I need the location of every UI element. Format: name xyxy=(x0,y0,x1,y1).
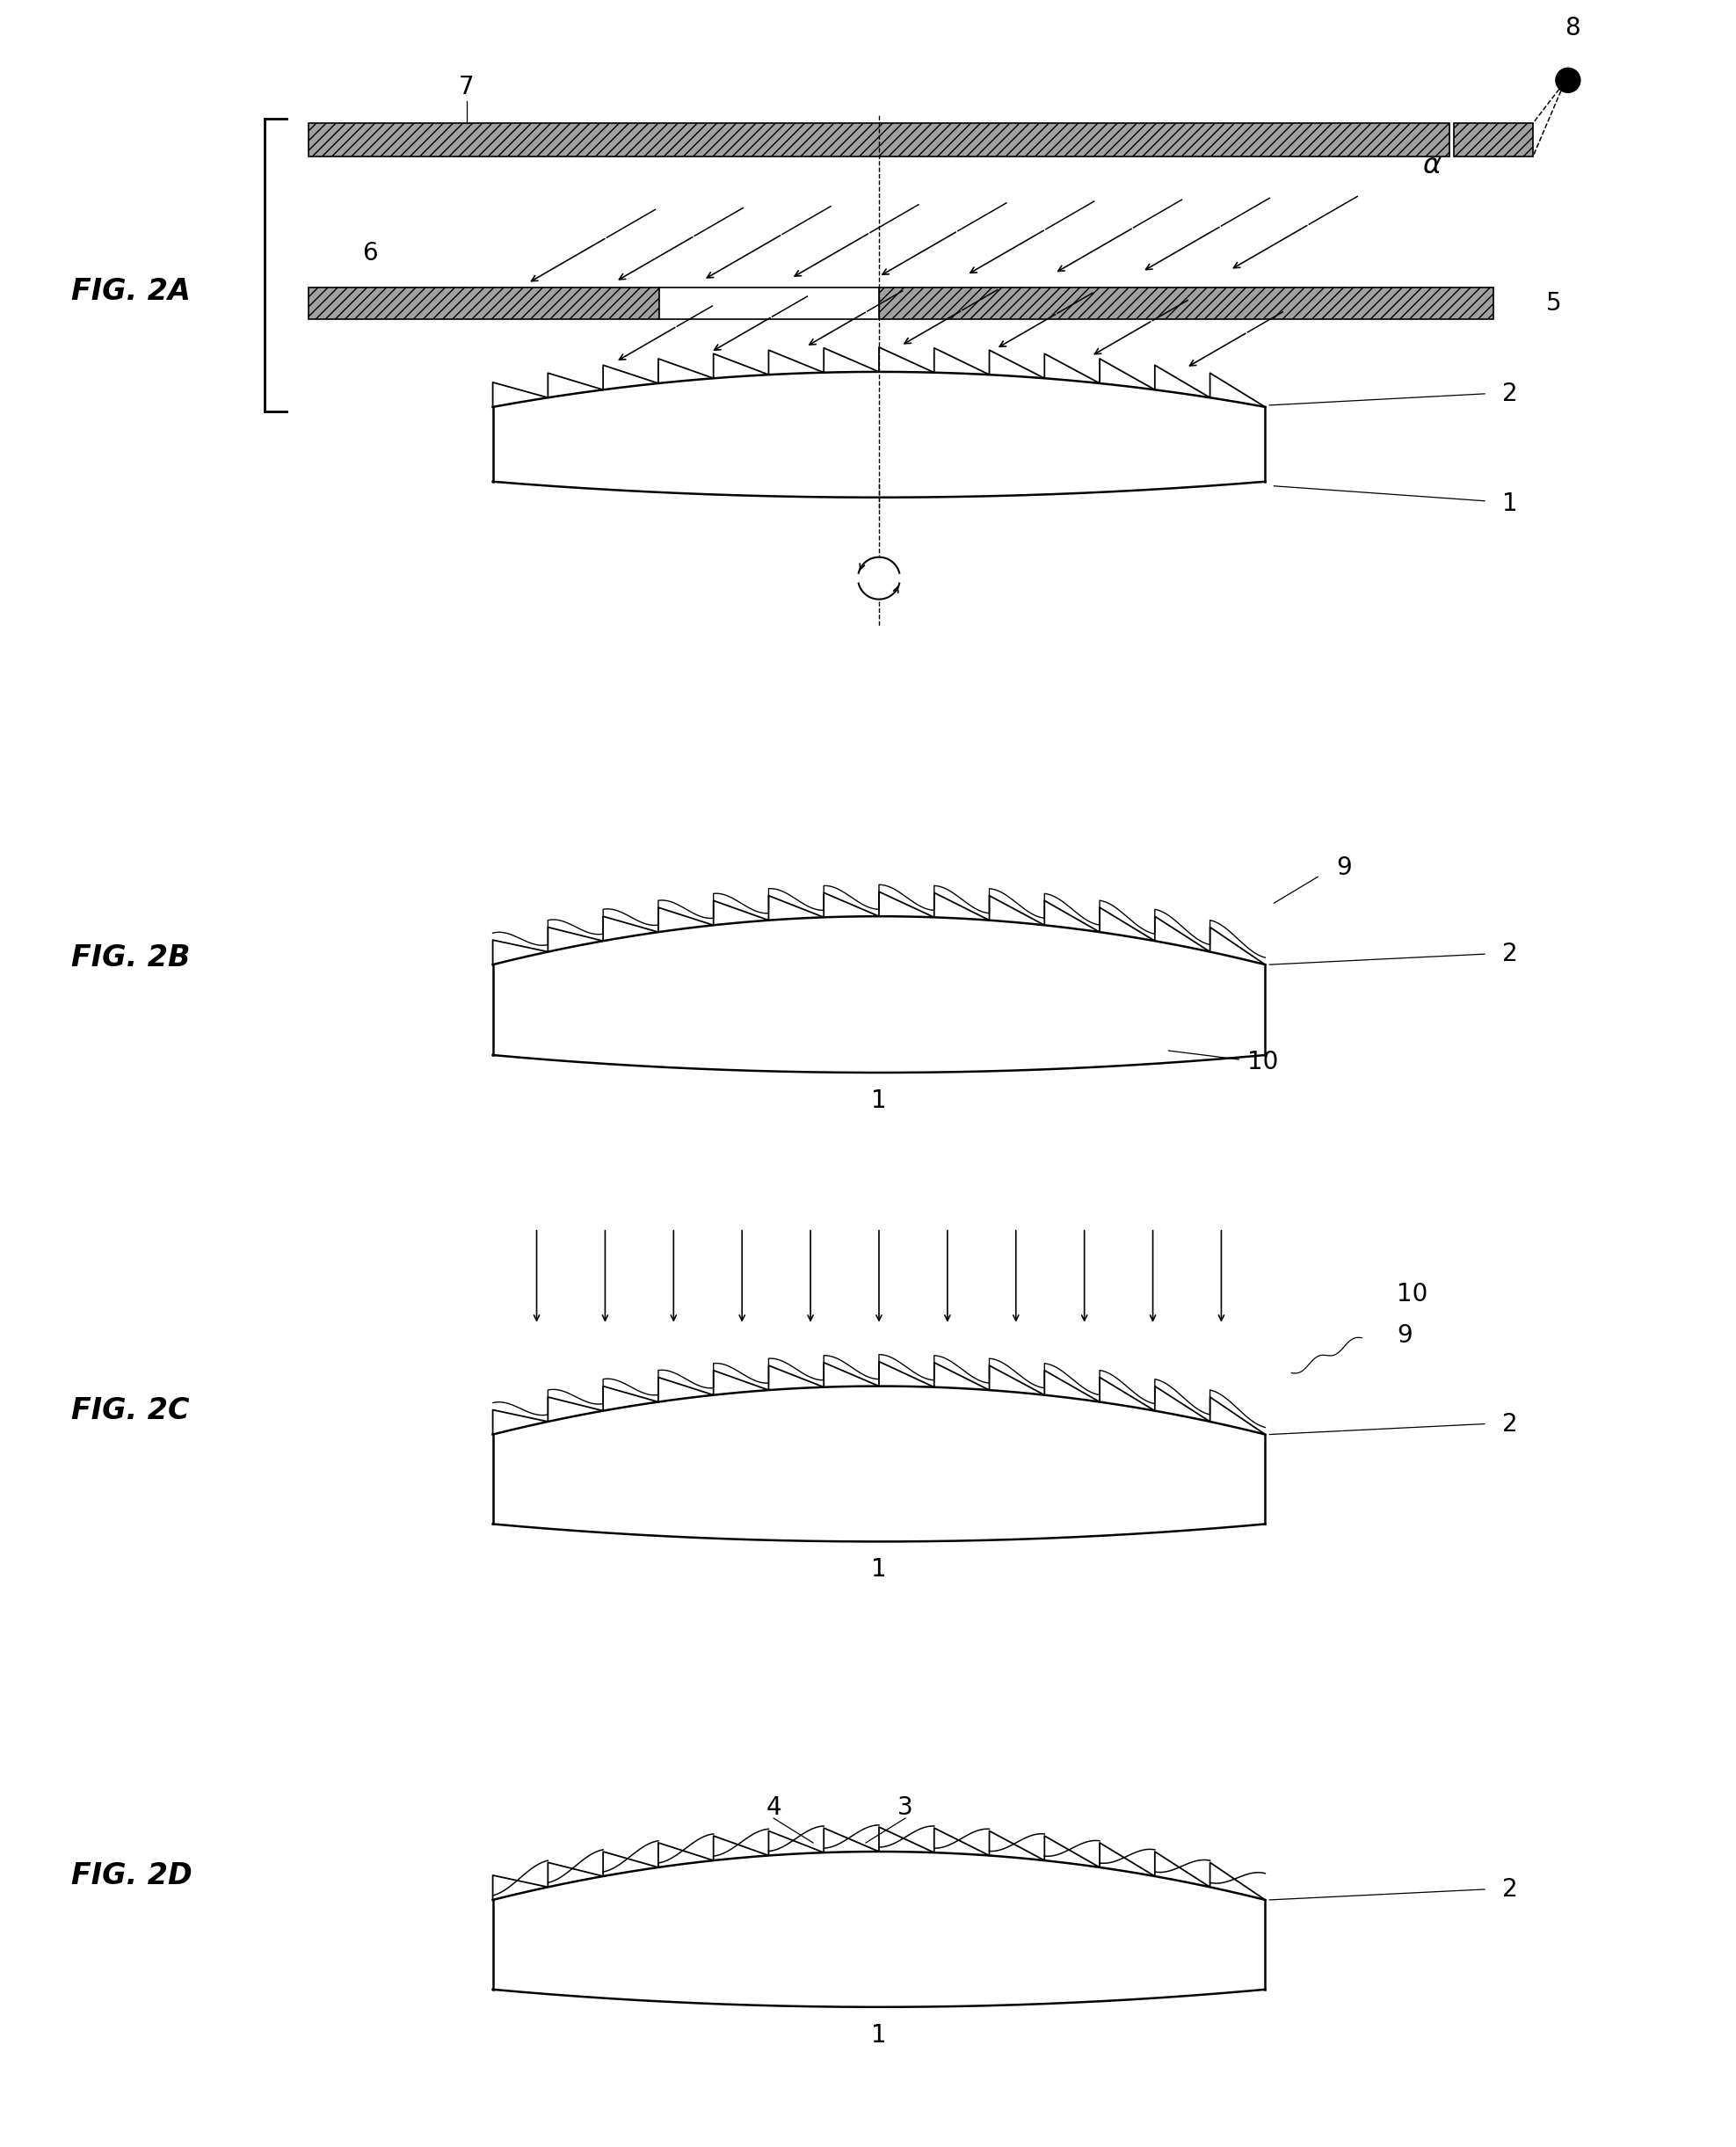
Text: 3: 3 xyxy=(898,1795,913,1821)
Bar xyxy=(309,122,1450,157)
Bar xyxy=(878,288,1493,320)
Text: 5: 5 xyxy=(1547,292,1562,316)
Bar xyxy=(660,288,878,320)
Text: 6: 6 xyxy=(363,240,378,266)
Text: 1: 1 xyxy=(1502,492,1517,515)
Text: 2: 2 xyxy=(1502,1411,1517,1436)
Text: 1: 1 xyxy=(871,1089,887,1112)
Text: 8: 8 xyxy=(1564,17,1580,41)
Text: FIG. 2D: FIG. 2D xyxy=(71,1861,193,1889)
Text: 9: 9 xyxy=(1337,857,1352,880)
Text: 1: 1 xyxy=(871,1557,887,1582)
Text: 10: 10 xyxy=(1397,1282,1429,1305)
Text: 2: 2 xyxy=(1502,382,1517,406)
Bar xyxy=(309,288,660,320)
Text: 9: 9 xyxy=(1397,1323,1413,1348)
Text: 10: 10 xyxy=(1248,1050,1279,1074)
Text: FIG. 2B: FIG. 2B xyxy=(71,943,191,973)
Text: FIG. 2C: FIG. 2C xyxy=(71,1396,189,1426)
Text: 1: 1 xyxy=(871,2022,887,2048)
Text: 4: 4 xyxy=(766,1795,781,1821)
Text: 2: 2 xyxy=(1502,1876,1517,1902)
Text: 2: 2 xyxy=(1502,943,1517,966)
Circle shape xyxy=(1555,69,1580,92)
Text: $\alpha$: $\alpha$ xyxy=(1422,152,1443,178)
Bar xyxy=(1453,122,1533,157)
Text: FIG. 2A: FIG. 2A xyxy=(71,277,191,307)
Text: 7: 7 xyxy=(458,75,474,99)
